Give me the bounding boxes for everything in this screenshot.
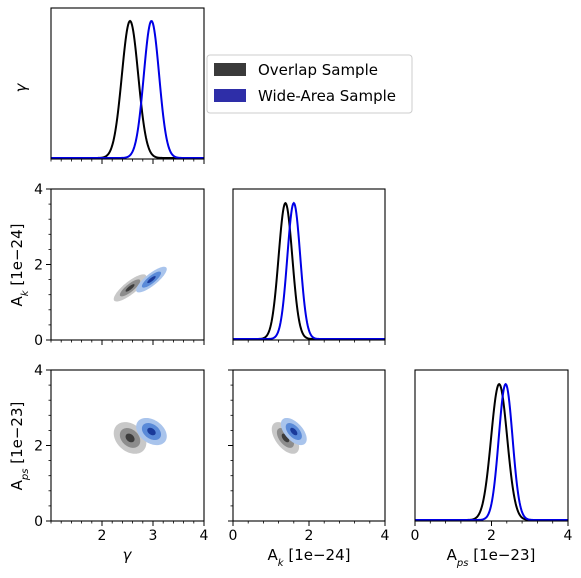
marginal-Ak-1 <box>233 201 385 340</box>
marginal-gamma-1 <box>51 20 204 159</box>
y-tick-label: 4 <box>34 363 43 379</box>
legend-label-0: Overlap Sample <box>258 61 378 79</box>
x-tick-label: 2 <box>487 528 496 544</box>
contour-gamma-Aps-s1-l2 <box>147 427 156 436</box>
x-label-Ak: Ak [1e−24] <box>268 546 351 569</box>
axis-ticks-0-0 <box>50 159 205 164</box>
x-label-Aps: Aps [1e−23] <box>447 546 536 569</box>
x-tick-label: 0 <box>229 528 238 544</box>
x-tick-label: 2 <box>98 528 107 544</box>
axis-ticks-1-1 <box>232 340 386 345</box>
contour-gamma-Ak-s1-l2 <box>147 276 156 284</box>
legend-swatch-1 <box>214 89 246 102</box>
x-tick-label: 4 <box>200 528 209 544</box>
marginal-gamma-0 <box>51 19 204 159</box>
x-tick-label: 0 <box>411 528 420 544</box>
y-tick-label: 0 <box>34 514 43 530</box>
y-tick-label: 0 <box>34 333 43 349</box>
axis-ticks-2-2: 0 2 4 <box>411 521 573 544</box>
x-label-gamma: γ <box>123 546 133 564</box>
axis-ticks-2-1: 0 2 4 <box>228 369 390 544</box>
x-tick-label: 3 <box>149 528 158 544</box>
y-tick-label: 2 <box>34 439 43 455</box>
y-label-Aps: Aps [1e−23] <box>8 402 31 491</box>
contour-Ak-Aps-s1-l2 <box>290 427 298 436</box>
marginal-Ak-0 <box>233 201 385 340</box>
y-tick-label: 4 <box>34 182 43 198</box>
marginal-Aps-1 <box>415 382 568 521</box>
x-tick-label: 4 <box>564 528 573 544</box>
axis-ticks-2-0: 2 3 4 0 2 4 <box>34 363 208 544</box>
y-label-gamma: γ <box>12 82 30 92</box>
contour-Ak-Aps-s0-l2 <box>281 433 290 443</box>
axis-ticks-1-0: 0 2 4 <box>34 182 205 349</box>
x-tick-label: 4 <box>381 528 390 544</box>
legend-swatch-0 <box>214 63 246 76</box>
legend-label-1: Wide-Area Sample <box>258 87 396 105</box>
contour-gamma-Ak-s0-l2 <box>125 284 135 292</box>
y-label-Ak: Ak [1e−24] <box>8 224 31 307</box>
x-tick-label: 2 <box>305 528 314 544</box>
legend: Overlap Sample Wide-Area Sample <box>206 54 413 114</box>
y-tick-label: 2 <box>34 258 43 274</box>
contour-gamma-Aps-s0-l2 <box>125 433 135 443</box>
